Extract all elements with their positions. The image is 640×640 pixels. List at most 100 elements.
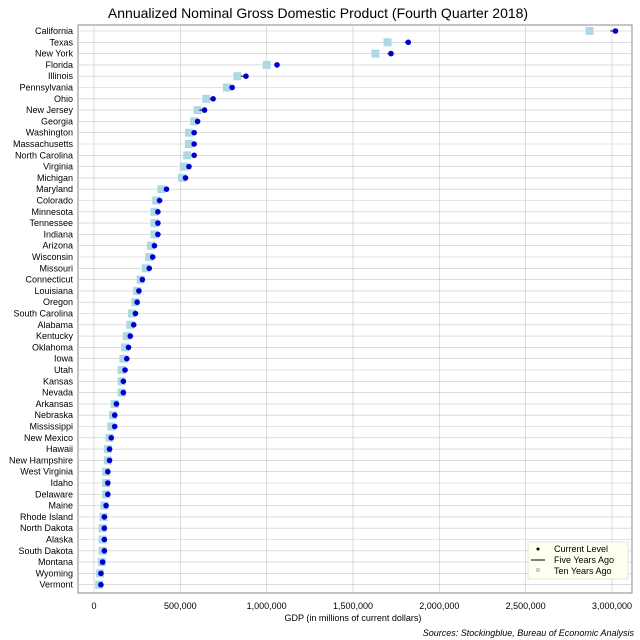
ten-years-marker xyxy=(126,320,135,329)
current-level-point xyxy=(155,231,161,238)
ten-years-marker xyxy=(178,173,187,182)
state-label: Nevada xyxy=(42,388,73,398)
current-level-point xyxy=(101,536,108,543)
state-label: Mississippi xyxy=(29,422,73,432)
state-label: Illinois xyxy=(48,71,74,81)
ten-years-marker xyxy=(107,422,116,431)
x-tick-label: 1,000,000 xyxy=(247,601,287,611)
state-label: Maryland xyxy=(36,184,73,194)
current-level-point xyxy=(229,84,235,91)
current-level-point xyxy=(101,514,108,520)
state-label: South Carolina xyxy=(13,309,73,319)
x-tick-label: 500,000 xyxy=(164,601,197,611)
state-label: Alabama xyxy=(37,320,73,330)
state-label: Kansas xyxy=(43,376,74,386)
ten-years-marker xyxy=(262,60,271,69)
state-label: South Dakota xyxy=(18,546,73,556)
ten-years-marker xyxy=(179,162,188,171)
legend-five-years-label: Five Years Ago xyxy=(554,555,614,565)
legend-ten-years-marker xyxy=(536,568,540,572)
state-label: Indiana xyxy=(43,229,73,239)
current-level-point xyxy=(98,581,104,588)
ten-years-marker xyxy=(146,241,155,250)
state-label: Colorado xyxy=(36,196,73,206)
current-level-point xyxy=(151,242,158,249)
data-marks xyxy=(95,27,619,589)
current-level-point xyxy=(191,129,197,136)
current-level-point xyxy=(612,28,619,34)
current-level-point xyxy=(388,50,394,57)
state-label: Tennessee xyxy=(29,218,73,228)
current-level-point xyxy=(127,333,134,339)
state-label: Massachusetts xyxy=(13,139,74,149)
current-level-point xyxy=(191,141,197,147)
current-level-point xyxy=(274,62,280,68)
x-tick-label: 0 xyxy=(91,601,96,611)
current-level-point xyxy=(111,423,118,430)
current-level-point xyxy=(134,299,140,306)
state-label: New Hampshire xyxy=(9,455,73,465)
state-label: Delaware xyxy=(35,489,73,499)
legend-current-label: Current Level xyxy=(554,544,608,554)
state-label: Georgia xyxy=(41,116,73,126)
current-level-point xyxy=(106,446,113,452)
plot-area xyxy=(77,24,633,594)
current-level-point xyxy=(105,491,111,498)
current-level-point xyxy=(101,548,108,554)
ten-years-marker xyxy=(152,196,161,205)
state-label: Ohio xyxy=(54,94,73,104)
current-level-point xyxy=(155,220,161,226)
ten-years-marker xyxy=(121,343,130,352)
current-level-point xyxy=(124,355,130,362)
state-label: Montana xyxy=(38,557,73,567)
current-level-point xyxy=(136,288,142,294)
chart-title: Annualized Nominal Gross Domestic Produc… xyxy=(108,5,528,21)
state-label: Washington xyxy=(26,128,73,138)
state-label: Alaska xyxy=(46,535,73,545)
source-note: Sources: Stockingblue, Bureau of Economi… xyxy=(423,628,635,638)
legend: Current Level Five Years Ago Ten Years A… xyxy=(527,541,629,580)
state-label: Wyoming xyxy=(36,568,73,578)
x-tick-label: 1,500,000 xyxy=(333,601,373,611)
ten-years-marker xyxy=(150,207,159,216)
state-label: Texas xyxy=(49,37,73,47)
ten-years-marker xyxy=(371,49,380,58)
current-level-point xyxy=(122,367,128,373)
state-label: New Mexico xyxy=(24,433,73,443)
x-tick-label: 2,000,000 xyxy=(419,601,459,611)
state-label: North Dakota xyxy=(20,523,73,533)
legend-ten-years-label: Ten Years Ago xyxy=(554,566,612,576)
state-label: West Virginia xyxy=(20,467,73,477)
ten-years-marker xyxy=(119,354,128,363)
current-level-point xyxy=(108,435,115,441)
current-level-point xyxy=(105,480,111,486)
state-label: Kentucky xyxy=(36,331,74,341)
state-label: New Jersey xyxy=(26,105,74,115)
current-level-point xyxy=(120,378,127,385)
ten-years-marker xyxy=(117,366,126,374)
state-label: New York xyxy=(35,49,74,59)
state-label: Minnesota xyxy=(31,207,73,217)
state-label: Nebraska xyxy=(34,410,73,420)
x-tick-label: 2,500,000 xyxy=(506,601,546,611)
state-label: Pennsylvania xyxy=(19,83,73,93)
current-level-point xyxy=(125,344,132,351)
current-level-point xyxy=(163,186,170,192)
state-label: Connecticut xyxy=(25,275,73,285)
state-label: Vermont xyxy=(39,580,73,590)
ten-years-marker xyxy=(127,309,136,318)
state-label: Louisiana xyxy=(34,286,73,296)
current-level-point xyxy=(99,559,106,565)
state-label: Arkansas xyxy=(35,399,73,409)
state-label: Virginia xyxy=(43,162,73,172)
ten-years-marker xyxy=(184,140,193,148)
x-axis-title: GDP (in millions of current dollars) xyxy=(285,613,422,623)
legend-current-marker xyxy=(536,547,540,551)
state-label: Arizona xyxy=(42,241,73,251)
ten-years-marker xyxy=(233,72,242,81)
current-level-point xyxy=(120,389,127,396)
ten-years-marker xyxy=(145,253,154,261)
current-level-point xyxy=(194,118,201,125)
